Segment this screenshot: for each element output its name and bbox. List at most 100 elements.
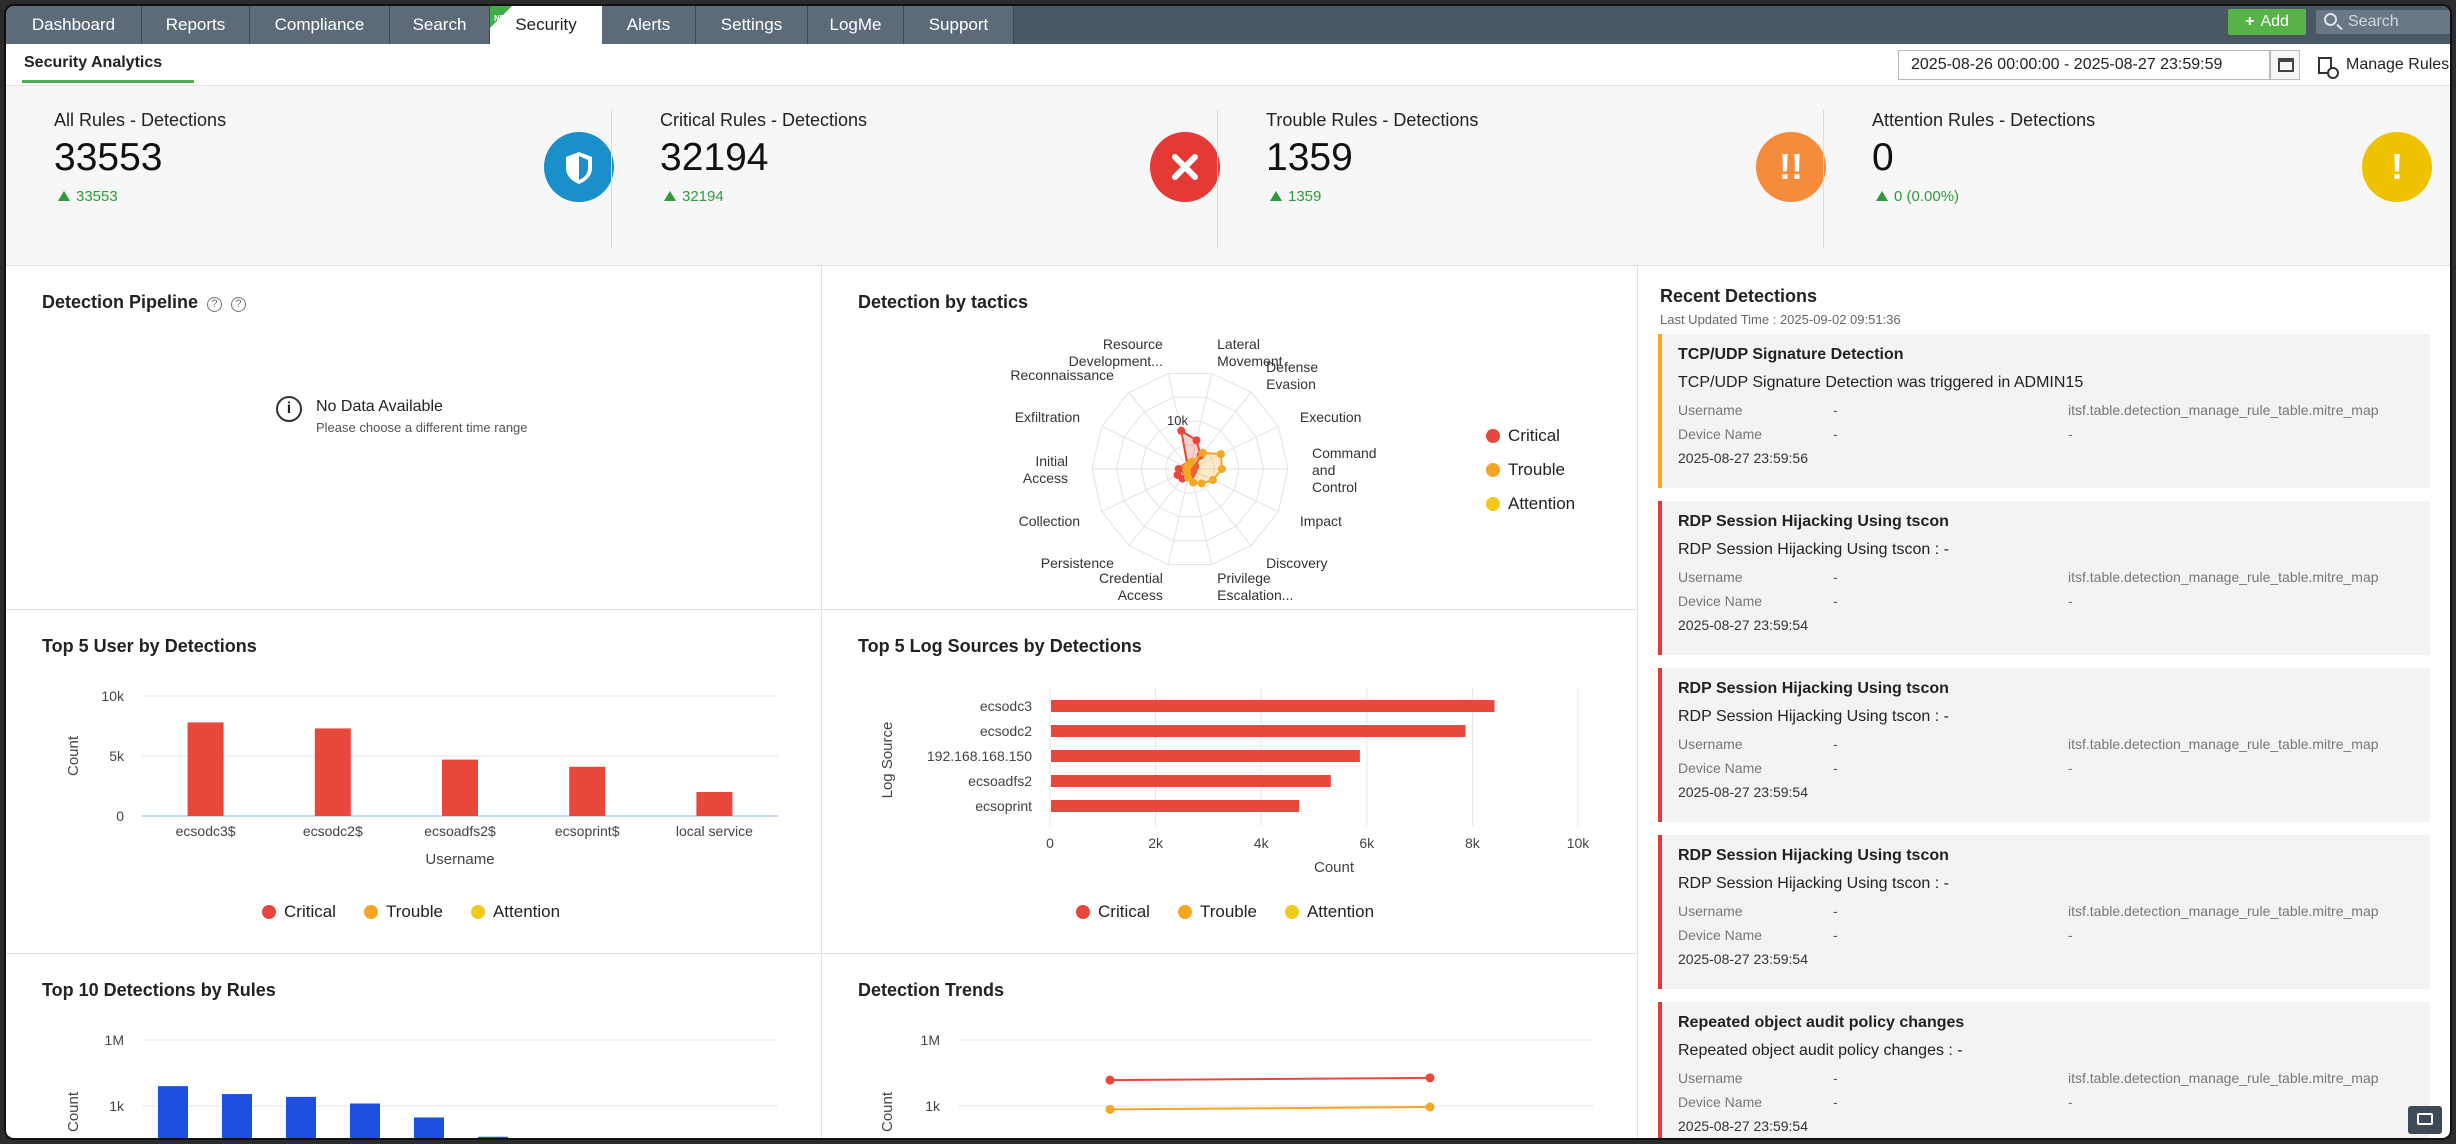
panel-title: Detection Trends — [858, 980, 1005, 1000]
no-data-subtitle: Please choose a different time range — [316, 420, 528, 435]
device-extra-value: - — [2068, 1094, 2073, 1110]
tab-settings[interactable]: Settings — [696, 6, 808, 44]
bar — [1051, 775, 1331, 787]
bar — [1051, 750, 1360, 762]
calendar-button[interactable] — [2270, 50, 2300, 80]
legend-label: Trouble — [1199, 902, 1257, 921]
trouble-dot — [1486, 463, 1500, 477]
radar-axis-label: Reconnaissance — [1010, 367, 1114, 383]
radar-point — [1197, 479, 1206, 488]
mitre-map-value: itsf.table.detection_manage_rule_table.m… — [2068, 402, 2379, 418]
username-value: - — [1833, 402, 1838, 418]
username-row: Username - itsf.table.detection_manage_rul… — [1678, 402, 2379, 418]
tab-security-label: Security — [515, 15, 577, 34]
device-extra-value: - — [2068, 760, 2073, 776]
device-value: - — [1833, 426, 1838, 442]
legend-critical[interactable]: Critical — [1486, 426, 1575, 446]
detection-card[interactable]: RDP Session Hijacking Using tscon RDP Ses… — [1658, 668, 2430, 822]
bar — [442, 759, 478, 816]
bar — [187, 722, 224, 816]
username-value: - — [1833, 736, 1838, 752]
x-tick-label: ecsodc2$ — [303, 823, 363, 839]
tab-search[interactable]: Search — [390, 6, 490, 44]
kpi-all-rules[interactable]: All Rules - Detections 33553 33553 — [6, 86, 614, 266]
search-icon — [2324, 13, 2337, 26]
username-label: Username — [1678, 402, 1743, 418]
kpi-critical-rules[interactable]: Critical Rules - Detections 32194 32194 — [612, 86, 1220, 266]
kpi-attention-rules[interactable]: Attention Rules - Detections 0 0 (0.00%)… — [1824, 86, 2432, 266]
new-badge: NEW — [490, 6, 513, 28]
kpi-delta-value: 1359 — [1288, 188, 1322, 205]
bar — [542, 1138, 572, 1140]
radar-point — [1189, 478, 1198, 487]
critical-dot — [262, 905, 276, 919]
detection-card[interactable]: RDP Session Hijacking Using tscon RDP Ses… — [1658, 501, 2430, 655]
radar-axis-label: Exfiltration — [1015, 409, 1080, 425]
double-exclamation-icon: !! — [1756, 132, 1826, 202]
username-row: Username - itsf.table.detection_manage_rul… — [1678, 903, 2379, 919]
y-tick-label: ecsodc2 — [980, 723, 1032, 739]
kpi-value: 33553 — [54, 136, 163, 179]
chat-button[interactable] — [2408, 1106, 2442, 1134]
radar-axis-label: Lateral Movement — [1217, 336, 1282, 369]
tab-security-analytics[interactable]: Security Analytics — [24, 54, 163, 71]
y-tick-label: 0 — [116, 808, 124, 824]
x-tick-label: 8k — [1465, 835, 1481, 851]
bar — [350, 1103, 380, 1138]
tab-support[interactable]: Support — [904, 6, 1014, 44]
trouble-dot — [1177, 905, 1192, 919]
detection-description: RDP Session Hijacking Using tscon : - — [1678, 708, 1949, 725]
detection-card[interactable]: TCP/UDP Signature Detection TCP/UDP Signa… — [1658, 334, 2430, 488]
bar — [1051, 800, 1300, 812]
manage-rules-button[interactable]: Manage Rules — [2318, 50, 2449, 80]
panel-title: Detection by tactics — [858, 292, 1029, 312]
bar — [286, 1096, 316, 1138]
y-axis-label: Count — [879, 1091, 896, 1132]
legend-critical[interactable]: Critical — [1076, 902, 1150, 922]
x-tick-label: ecsoadfs2$ — [424, 823, 496, 839]
bar — [478, 1136, 508, 1138]
detection-title: RDP Session Hijacking Using tscon — [1678, 513, 1949, 530]
device-row: Device Name - - — [1678, 927, 2073, 943]
help-icon[interactable]: ? — [231, 297, 247, 312]
tab-compliance[interactable]: Compliance — [250, 6, 390, 44]
kpi-delta: 1359 — [1270, 188, 1321, 205]
sources-legend: Critical Trouble Attention — [1076, 902, 1374, 922]
username-value: - — [1833, 569, 1838, 585]
legend-label: Critical — [1098, 902, 1150, 921]
date-range-input[interactable]: 2025-08-26 00:00:00 - 2025-08-27 23:59:5… — [1898, 50, 2270, 80]
tab-reports[interactable]: Reports — [142, 6, 250, 44]
username-row: Username - itsf.table.detection_manage_rul… — [1678, 569, 2379, 585]
legend-trouble[interactable]: Trouble — [363, 902, 443, 922]
tab-logme[interactable]: LogMe — [808, 6, 904, 44]
device-value: - — [1833, 760, 1838, 776]
bar — [414, 1117, 444, 1138]
up-arrow-icon — [1876, 191, 1888, 201]
tab-dashboard[interactable]: Dashboard — [6, 6, 142, 44]
detection-card[interactable]: RDP Session Hijacking Using tscon RDP Ses… — [1658, 835, 2430, 989]
radar-spoke — [1128, 392, 1191, 470]
attention-dot — [470, 905, 485, 919]
kpi-trouble-rules[interactable]: Trouble Rules - Detections 1359 1359 !! — [1218, 86, 1826, 266]
legend-attention[interactable]: Attention — [1486, 494, 1575, 514]
help-icon[interactable]: ? — [207, 297, 223, 312]
search-input[interactable]: Search — [2316, 10, 2450, 34]
legend-attention[interactable]: Attention — [1284, 902, 1374, 922]
radar-spoke — [1189, 426, 1279, 470]
tab-alerts[interactable]: Alerts — [602, 6, 696, 44]
kpi-delta: 32194 — [664, 188, 724, 205]
legend-critical[interactable]: Critical — [262, 902, 336, 922]
add-button[interactable]: + Add — [2228, 9, 2306, 35]
device-label: Device Name — [1678, 1094, 1763, 1110]
legend-trouble[interactable]: Trouble — [1177, 902, 1257, 922]
bar — [569, 766, 606, 816]
plus-icon: + — [2245, 13, 2255, 30]
legend-attention[interactable]: Attention — [470, 902, 560, 922]
detection-card[interactable]: Repeated object audit policy changes Repe… — [1658, 1002, 2430, 1138]
tab-security[interactable]: NEW Security — [490, 6, 602, 44]
legend-label: Trouble — [385, 902, 443, 921]
kpi-delta-value: 0 (0.00%) — [1894, 188, 1960, 205]
legend-trouble[interactable]: Trouble — [1486, 460, 1575, 480]
bar — [696, 792, 733, 816]
kpi-delta: 33553 — [58, 188, 118, 205]
